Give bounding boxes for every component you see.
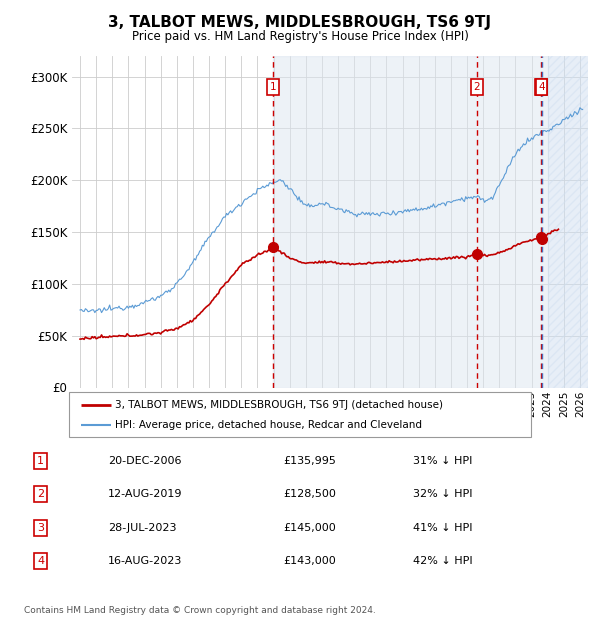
Text: £135,995: £135,995 [283, 456, 336, 466]
Text: 28-JUL-2023: 28-JUL-2023 [108, 523, 177, 533]
Text: 31% ↓ HPI: 31% ↓ HPI [413, 456, 472, 466]
Text: Price paid vs. HM Land Registry's House Price Index (HPI): Price paid vs. HM Land Registry's House … [131, 30, 469, 43]
Text: 41% ↓ HPI: 41% ↓ HPI [413, 523, 472, 533]
Text: HPI: Average price, detached house, Redcar and Cleveland: HPI: Average price, detached house, Redc… [115, 420, 422, 430]
Bar [548, 56, 588, 388]
FancyBboxPatch shape [69, 392, 531, 437]
Text: 32% ↓ HPI: 32% ↓ HPI [413, 489, 472, 499]
Text: 3, TALBOT MEWS, MIDDLESBROUGH, TS6 9TJ: 3, TALBOT MEWS, MIDDLESBROUGH, TS6 9TJ [109, 16, 491, 30]
Text: 2: 2 [473, 82, 480, 92]
Text: 20-DEC-2006: 20-DEC-2006 [108, 456, 182, 466]
Text: 4: 4 [538, 82, 545, 92]
Text: 4: 4 [37, 556, 44, 566]
Text: 3: 3 [538, 82, 544, 92]
Text: £145,000: £145,000 [283, 523, 336, 533]
Text: Contains HM Land Registry data © Crown copyright and database right 2024.: Contains HM Land Registry data © Crown c… [24, 606, 376, 616]
Text: 16-AUG-2023: 16-AUG-2023 [108, 556, 182, 566]
Text: 1: 1 [37, 456, 44, 466]
Text: 12-AUG-2019: 12-AUG-2019 [108, 489, 183, 499]
Text: £143,000: £143,000 [283, 556, 336, 566]
Text: 42% ↓ HPI: 42% ↓ HPI [413, 556, 472, 566]
Text: 2: 2 [37, 489, 44, 499]
Text: £128,500: £128,500 [283, 489, 336, 499]
Text: 3: 3 [37, 523, 44, 533]
Bar [273, 56, 548, 388]
Text: 1: 1 [270, 82, 277, 92]
Text: 3, TALBOT MEWS, MIDDLESBROUGH, TS6 9TJ (detached house): 3, TALBOT MEWS, MIDDLESBROUGH, TS6 9TJ (… [115, 399, 443, 410]
